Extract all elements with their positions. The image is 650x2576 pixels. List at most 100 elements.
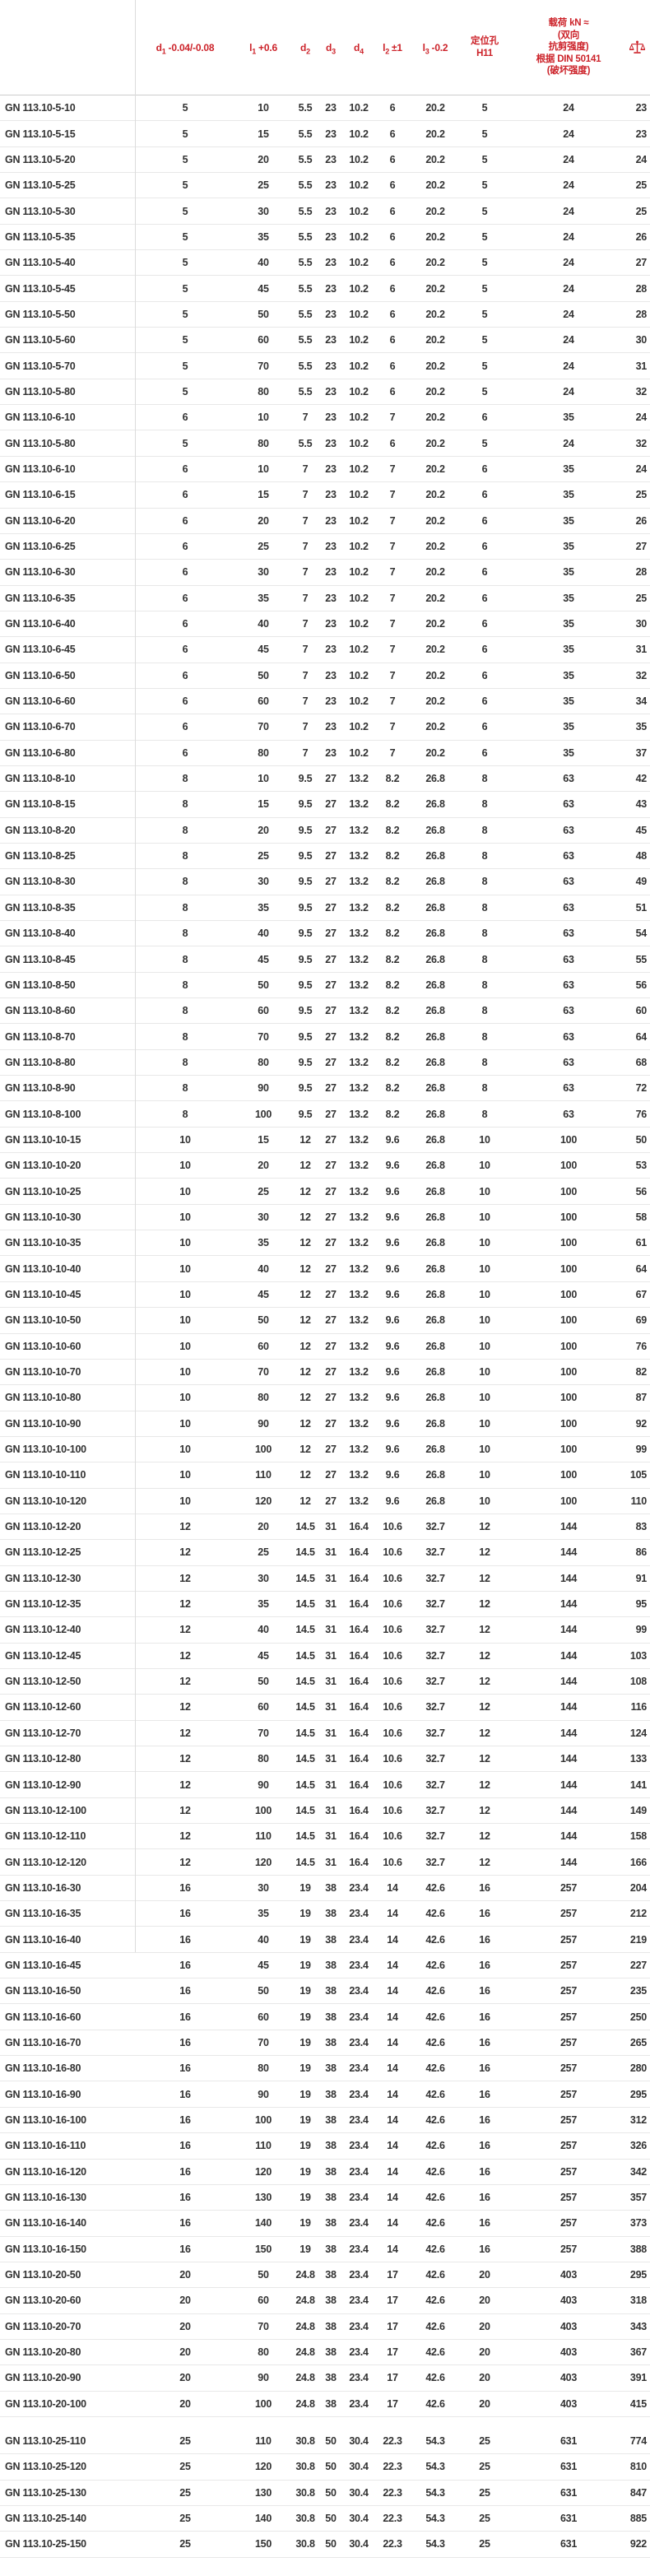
cell-locating-hole: 10	[479, 1340, 490, 1352]
cell-l3: 42.6	[425, 2062, 445, 2075]
cell-locating-hole: 10	[479, 1288, 490, 1300]
cell-d4: 13.2	[349, 1185, 369, 1197]
cell-d3: 23	[325, 746, 337, 759]
cell-d3: 23	[325, 566, 337, 579]
cell-locating-hole: 12	[479, 1856, 490, 1868]
cell-load: 63	[563, 979, 574, 991]
cell-d2: 9.5	[298, 773, 313, 785]
cell-weight: 357	[629, 2192, 647, 2204]
cell-d2: 5.5	[298, 102, 313, 114]
cell-d1: 6	[182, 669, 188, 681]
cell-load: 35	[563, 566, 574, 579]
cell-d2: 19	[299, 2036, 311, 2048]
cell-locating-hole: 12	[479, 1804, 490, 1816]
table-row: GN 113.10-10-15 10 15 12 27 13.2 9.6 26.…	[0, 1127, 650, 1154]
table-row: GN 113.10-10-35 10 35 12 27 13.2 9.6 26.…	[0, 1230, 650, 1257]
cell-l1: 140	[254, 2513, 272, 2525]
cell-l2: 7	[389, 412, 396, 424]
cell-d4: 13.2	[349, 1495, 369, 1507]
cell-l1: 60	[258, 2295, 269, 2307]
cell-d4: 23.4	[349, 2192, 369, 2204]
cell-locating-hole: 25	[479, 2435, 490, 2448]
cell-load: 35	[563, 412, 574, 424]
cell-l1: 30	[258, 1211, 269, 1223]
cell-l3: 20.2	[425, 230, 445, 243]
cell-d2: 30.8	[295, 2435, 315, 2448]
cell-l2: 8.2	[385, 979, 400, 991]
cell-d4: 23.4	[349, 2397, 369, 2410]
cell-locating-hole: 6	[481, 412, 488, 424]
cell-d1: 5	[182, 102, 188, 114]
cell-d2: 5.5	[298, 385, 313, 398]
cell-locating-hole: 5	[481, 205, 488, 217]
cell-d1: 10	[179, 1211, 191, 1223]
cell-weight: 219	[629, 1933, 647, 1946]
cell-locating-hole: 12	[479, 1753, 490, 1765]
cell-l2: 9.6	[385, 1160, 400, 1172]
cell-d2: 9.5	[298, 1108, 313, 1120]
cell-l1: 80	[258, 2062, 269, 2075]
part-number: GN 113.10-6-35	[5, 592, 76, 604]
cell-d1: 25	[179, 2435, 191, 2448]
cell-l2: 6	[389, 179, 396, 192]
cell-d4: 10.2	[349, 721, 369, 733]
part-number: GN 113.10-12-20	[5, 1521, 81, 1533]
cell-l2: 8.2	[385, 1005, 400, 1017]
cell-load: 24	[563, 308, 574, 320]
cell-d1: 16	[179, 2243, 191, 2255]
cell-d2: 9.5	[298, 798, 313, 811]
column-header-weight	[628, 40, 650, 54]
cell-weight: 110	[630, 1495, 648, 1507]
cell-d3: 38	[325, 2192, 337, 2204]
table-body: GN 113.10-5-10 5 10 5.5 23 10.2 6 20.2 5…	[0, 95, 650, 2558]
cell-d3: 27	[325, 1417, 337, 1430]
table-row: GN 113.10-12-110 12 110 14.5 31 16.4 10.…	[0, 1824, 650, 1850]
cell-weight: 82	[635, 1366, 648, 1379]
cell-weight: 95	[635, 1598, 648, 1611]
cell-weight: 32	[635, 385, 648, 398]
cell-l1: 90	[258, 1779, 269, 1791]
cell-l3: 42.6	[425, 2346, 445, 2359]
cell-d1: 8	[182, 824, 188, 836]
cell-l1: 40	[258, 257, 269, 269]
cell-weight: 72	[635, 1082, 648, 1095]
cell-locating-hole: 16	[479, 2243, 490, 2255]
cell-load: 144	[559, 1572, 578, 1584]
cell-l1: 35	[258, 230, 269, 243]
part-number: GN 113.10-16-30	[5, 1881, 81, 1894]
cell-load: 63	[563, 1108, 574, 1120]
cell-d1: 12	[179, 1753, 191, 1765]
cell-d4: 16.4	[349, 1521, 369, 1533]
table-row: GN 113.10-6-60 6 60 7 23 10.2 7 20.2 6 3…	[0, 688, 650, 715]
part-number: GN 113.10-8-100	[5, 1108, 81, 1120]
cell-locating-hole: 6	[481, 695, 488, 708]
cell-d4: 10.2	[349, 566, 369, 579]
cell-d4: 10.2	[349, 592, 369, 604]
cell-d4: 13.2	[349, 1030, 369, 1043]
cell-d2: 12	[299, 1340, 311, 1352]
cell-l2: 17	[387, 2269, 398, 2281]
cell-weight: 235	[629, 1985, 647, 1997]
cell-d1: 8	[182, 979, 188, 991]
part-number: GN 113.10-16-120	[5, 2165, 86, 2178]
part-number: GN 113.10-12-70	[5, 1727, 81, 1739]
cell-d2: 7	[302, 746, 309, 759]
cell-d4: 23.4	[349, 2113, 369, 2126]
part-number: GN 113.10-6-10	[5, 463, 76, 475]
cell-d1: 12	[179, 1676, 191, 1688]
cell-d3: 38	[325, 2295, 337, 2307]
cell-l2: 14	[387, 1933, 398, 1946]
part-number: GN 113.10-10-70	[5, 1366, 81, 1379]
cell-l1: 15	[258, 1133, 269, 1146]
cell-l1: 150	[254, 2243, 272, 2255]
cell-load: 144	[559, 1727, 578, 1739]
cell-d3: 27	[325, 1340, 337, 1352]
table-row: GN 113.10-10-40 10 40 12 27 13.2 9.6 26.…	[0, 1256, 650, 1282]
cell-l3: 26.8	[425, 1262, 445, 1275]
part-number: GN 113.10-16-45	[5, 1959, 81, 1971]
part-number: GN 113.10-12-90	[5, 1779, 81, 1791]
cell-l2: 6	[389, 360, 396, 372]
cell-l3: 32.7	[425, 1598, 445, 1611]
cell-load: 100	[559, 1417, 578, 1430]
cell-d2: 7	[302, 592, 309, 604]
